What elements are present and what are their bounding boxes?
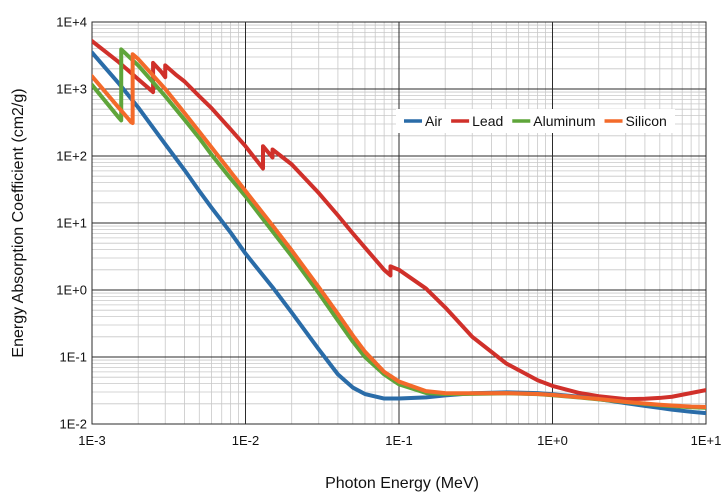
y-tick-label: 1E+2 — [56, 149, 87, 164]
x-tick-label: 1E+1 — [691, 433, 722, 448]
y-tick-label: 1E+0 — [56, 283, 87, 298]
series-line-lead — [92, 39, 706, 402]
plot-border — [91, 21, 707, 425]
y-tick-label: 1E+4 — [56, 15, 87, 30]
legend: Air Lead Aluminum Silicon — [396, 109, 675, 133]
x-tick-label: 1E-1 — [385, 433, 412, 448]
x-tick-label: 1E-2 — [232, 433, 259, 448]
y-tick-label: 1E+3 — [56, 82, 87, 97]
x-tick-label: 1E-3 — [78, 433, 105, 448]
x-axis-title: Photon Energy (MeV) — [325, 475, 479, 492]
legend-label-air: Air — [425, 113, 442, 129]
series-lines — [92, 39, 706, 416]
y-tick-label: 1E-1 — [60, 350, 87, 365]
x-tick-label: 1E+0 — [537, 433, 568, 448]
legend-label-aluminum: Aluminum — [533, 113, 595, 129]
legend-label-lead: Lead — [472, 113, 503, 129]
y-tick-label: 1E+1 — [56, 216, 87, 231]
y-tick-label: 1E-2 — [60, 417, 87, 432]
axes: 1E-3 1E-2 1E-1 1E+0 1E+11E-21E-11E+01E+11E+2… — [56, 15, 721, 449]
legend-label-silicon: Silicon — [626, 113, 667, 129]
y-axis-title: Energy Absorption Coefficient (cm2/g) — [10, 88, 27, 357]
series-line-silicon — [92, 52, 706, 410]
legend-box — [396, 109, 675, 133]
